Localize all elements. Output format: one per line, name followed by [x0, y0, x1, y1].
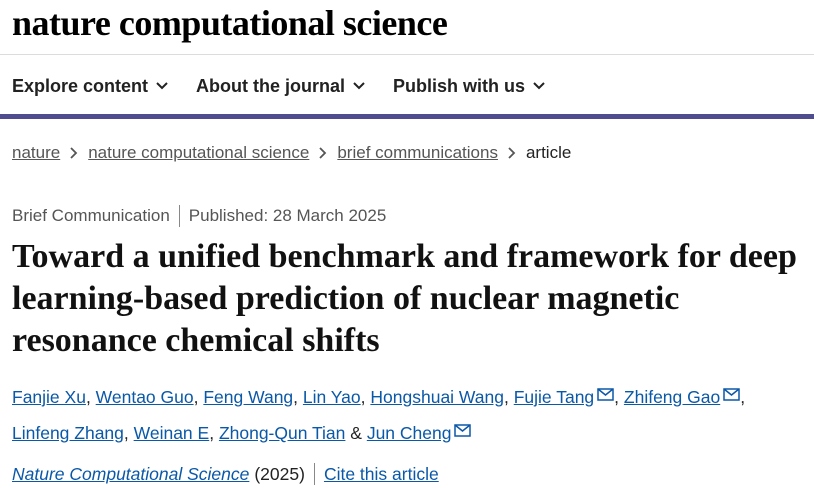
chevron-down-icon — [353, 82, 365, 90]
author-link[interactable]: Wentao Guo — [95, 387, 194, 407]
breadcrumb-nature[interactable]: nature — [12, 143, 61, 162]
mail-icon[interactable] — [454, 414, 472, 448]
author-separator: & — [345, 423, 367, 443]
nav-item-label: Explore content — [12, 75, 149, 96]
author-link[interactable]: Hongshuai Wang — [370, 387, 504, 407]
mail-icon[interactable] — [597, 378, 614, 412]
chevron-down-icon — [156, 82, 168, 90]
citation-divider — [313, 463, 315, 485]
author-link[interactable]: Feng Wang — [203, 387, 294, 407]
author-link[interactable]: Fujie Tang — [513, 387, 595, 407]
author-link[interactable]: Zhifeng Gao — [623, 387, 721, 407]
nav-item-label: Publish with us — [393, 75, 526, 96]
cite-this-article-link[interactable]: Cite this article — [323, 463, 439, 484]
author-separator: , — [193, 387, 204, 407]
chevron-right-icon — [319, 147, 327, 159]
breadcrumb-brief-communications[interactable]: brief communications — [337, 143, 498, 162]
breadcrumb-journal[interactable]: nature computational science — [88, 143, 310, 162]
accent-bar — [0, 114, 814, 119]
meta-divider — [178, 205, 180, 227]
nav-publish-with-us[interactable]: Publish with us — [393, 76, 545, 97]
author-link[interactable]: Jun Cheng — [366, 423, 452, 443]
author-link[interactable]: Lin Yao — [302, 387, 361, 407]
nav-item-label: About the journal — [196, 75, 346, 96]
article-type: Brief Communication — [12, 206, 170, 225]
author-separator: , — [360, 387, 371, 407]
author-link[interactable]: Weinan E — [133, 423, 210, 443]
author-separator: , — [85, 387, 96, 407]
author-separator: , — [123, 423, 134, 443]
publication-year: (2025) — [254, 463, 305, 484]
breadcrumb-current: article — [525, 143, 572, 162]
author-separator: , — [614, 387, 624, 407]
author-list: Fanjie Xu, Wentao Guo, Feng Wang, Lin Ya… — [12, 378, 807, 450]
breadcrumb: nature nature computational science brie… — [12, 143, 571, 163]
chevron-right-icon — [70, 147, 78, 159]
chevron-right-icon — [508, 147, 516, 159]
header-divider — [0, 54, 814, 55]
author-separator: , — [740, 387, 746, 407]
author-separator: , — [293, 387, 303, 407]
citation-line: Nature Computational Science (2025) Cite… — [12, 463, 439, 485]
mail-icon[interactable] — [723, 378, 740, 412]
article-meta: Brief Communication Published: 28 March … — [12, 205, 386, 227]
main-nav: Explore content About the journal Publis… — [0, 66, 561, 106]
author-link[interactable]: Fanjie Xu — [12, 387, 86, 407]
nav-about-the-journal[interactable]: About the journal — [196, 76, 365, 97]
article-title: Toward a unified benchmark and framework… — [12, 238, 797, 359]
author-link[interactable]: Linfeng Zhang — [12, 423, 124, 443]
author-separator: , — [504, 387, 514, 407]
site-logo[interactable]: nature computational science — [12, 3, 448, 43]
nav-explore-content[interactable]: Explore content — [12, 76, 168, 97]
journal-link[interactable]: Nature Computational Science — [12, 463, 250, 484]
author-link[interactable]: Zhong-Qun Tian — [218, 423, 346, 443]
author-separator: , — [209, 423, 219, 443]
published-date: Published: 28 March 2025 — [188, 206, 387, 225]
chevron-down-icon — [533, 82, 545, 90]
